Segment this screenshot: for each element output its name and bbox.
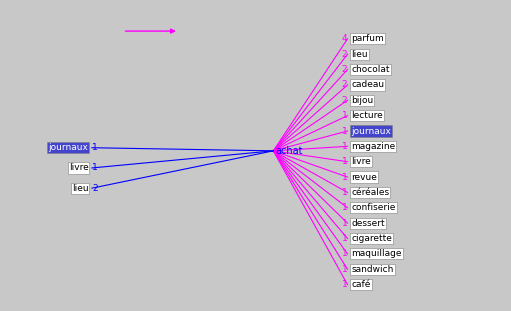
Text: chocolat: chocolat (351, 65, 389, 74)
Text: lieu: lieu (72, 184, 88, 193)
Text: 1: 1 (342, 111, 347, 120)
Text: 1: 1 (342, 280, 347, 289)
Text: céréales: céréales (351, 188, 389, 197)
Text: journaux: journaux (351, 127, 391, 136)
Text: 1: 1 (342, 203, 347, 212)
Text: 4: 4 (342, 35, 347, 43)
Text: 2: 2 (342, 65, 347, 74)
Text: dessert: dessert (351, 219, 385, 228)
Text: cadeau: cadeau (351, 81, 384, 90)
Text: maquillage: maquillage (351, 249, 402, 258)
Text: confiserie: confiserie (351, 203, 396, 212)
Text: achat: achat (275, 146, 303, 156)
Text: parfum: parfum (351, 35, 384, 43)
Text: 1: 1 (342, 188, 347, 197)
Text: 2: 2 (342, 96, 347, 105)
Text: 1: 1 (342, 173, 347, 182)
Text: café: café (351, 280, 370, 289)
Text: 1: 1 (92, 143, 98, 152)
Text: bijou: bijou (351, 96, 374, 105)
Text: 1: 1 (342, 265, 347, 274)
Text: revue: revue (351, 173, 377, 182)
Text: lieu: lieu (351, 50, 368, 59)
Text: livre: livre (351, 157, 371, 166)
Text: 2: 2 (342, 50, 347, 59)
Text: 1: 1 (342, 249, 347, 258)
Text: journaux: journaux (49, 143, 88, 152)
Text: 2: 2 (92, 184, 98, 193)
Text: lecture: lecture (351, 111, 383, 120)
Text: livre: livre (68, 164, 88, 172)
Text: cigarette: cigarette (351, 234, 392, 243)
Text: 1: 1 (342, 142, 347, 151)
Text: sandwich: sandwich (351, 265, 393, 274)
Text: 1: 1 (342, 219, 347, 228)
Text: magazine: magazine (351, 142, 396, 151)
Text: 2: 2 (342, 81, 347, 90)
Text: 1: 1 (342, 234, 347, 243)
Text: 1: 1 (92, 164, 98, 172)
Text: 1: 1 (342, 157, 347, 166)
Text: 1: 1 (342, 127, 347, 136)
